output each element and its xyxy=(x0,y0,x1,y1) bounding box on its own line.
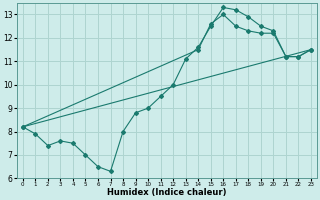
X-axis label: Humidex (Indice chaleur): Humidex (Indice chaleur) xyxy=(107,188,227,197)
